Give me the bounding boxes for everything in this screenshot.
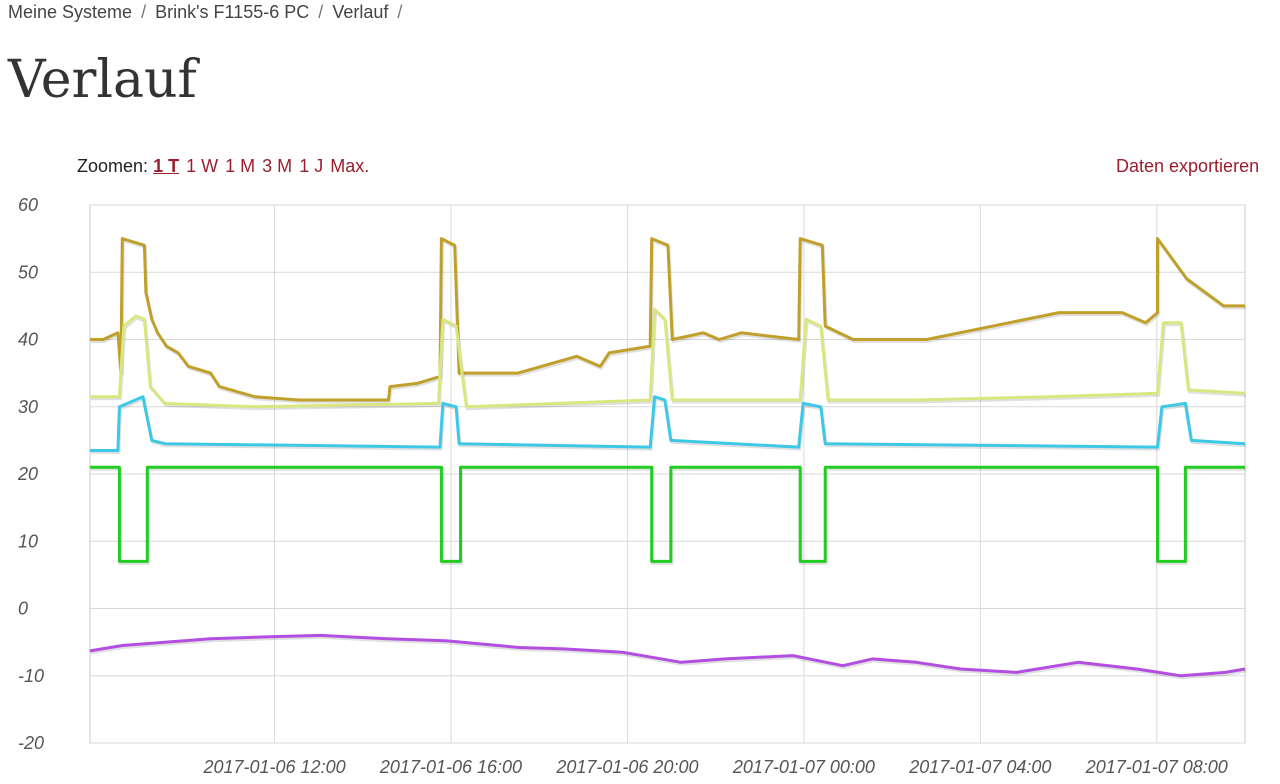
breadcrumb-item-history[interactable]: Verlauf <box>332 2 389 22</box>
zoom-option-1-month[interactable]: 1 M <box>225 156 256 176</box>
y-tick-label: 20 <box>17 464 38 484</box>
zoom-option-1-year[interactable]: 1 J <box>299 156 324 176</box>
series-shadow <box>91 467 1246 565</box>
zoom-option-1-day[interactable]: 1 T <box>153 156 180 176</box>
series-line-2 <box>90 307 1246 409</box>
y-tick-label: 50 <box>18 262 38 282</box>
series-line-4 <box>90 465 1245 563</box>
series-line-1 <box>90 237 1245 402</box>
breadcrumb-separator: / <box>397 2 403 22</box>
x-tick-label: 2017-01-07 04:00 <box>908 757 1051 777</box>
breadcrumb-separator: / <box>141 2 147 22</box>
y-tick-label: 40 <box>18 330 38 350</box>
x-tick-label: 2017-01-06 20:00 <box>555 757 698 777</box>
zoom-option-1-week[interactable]: 1 W <box>186 156 219 176</box>
series-line-3 <box>90 395 1246 452</box>
zoom-label: Zoomen: <box>77 156 149 176</box>
chart-series <box>89 235 1247 680</box>
y-tick-label: 60 <box>18 195 38 215</box>
zoom-option-3-months[interactable]: 3 M <box>262 156 293 176</box>
y-tick-label: 10 <box>18 531 38 551</box>
y-tick-label: 0 <box>18 599 28 619</box>
y-tick-label: -10 <box>18 666 44 686</box>
breadcrumb: Meine Systeme / Brink's F1155-6 PC / Ver… <box>8 0 406 24</box>
breadcrumb-item-systems[interactable]: Meine Systeme <box>8 2 133 22</box>
zoom-bar: Zoomen: 1 T 1 W 1 M 3 M 1 J Max. <box>77 154 371 178</box>
breadcrumb-item-system[interactable]: Brink's F1155-6 PC <box>155 2 310 22</box>
y-tick-label: 30 <box>18 397 38 417</box>
series-line-5 <box>89 633 1246 678</box>
x-axis: 2017-01-06 12:00 2017-01-06 16:00 2017-01-… <box>202 757 1227 777</box>
page-title: Verlauf <box>8 50 197 110</box>
series-shadow <box>90 635 1247 680</box>
x-tick-label: 2017-01-07 08:00 <box>1085 757 1228 777</box>
x-tick-label: 2017-01-06 16:00 <box>379 757 522 777</box>
y-axis: 60 50 40 30 20 10 0 -10 -20 <box>17 195 44 753</box>
x-tick-label: 2017-01-07 00:00 <box>732 757 875 777</box>
x-tick-label: 2017-01-06 12:00 <box>202 757 345 777</box>
export-data-link[interactable]: Daten exportieren <box>1116 156 1260 176</box>
zoom-option-max[interactable]: Max. <box>330 156 370 176</box>
y-tick-label: -20 <box>18 733 44 753</box>
breadcrumb-separator: / <box>318 2 324 22</box>
